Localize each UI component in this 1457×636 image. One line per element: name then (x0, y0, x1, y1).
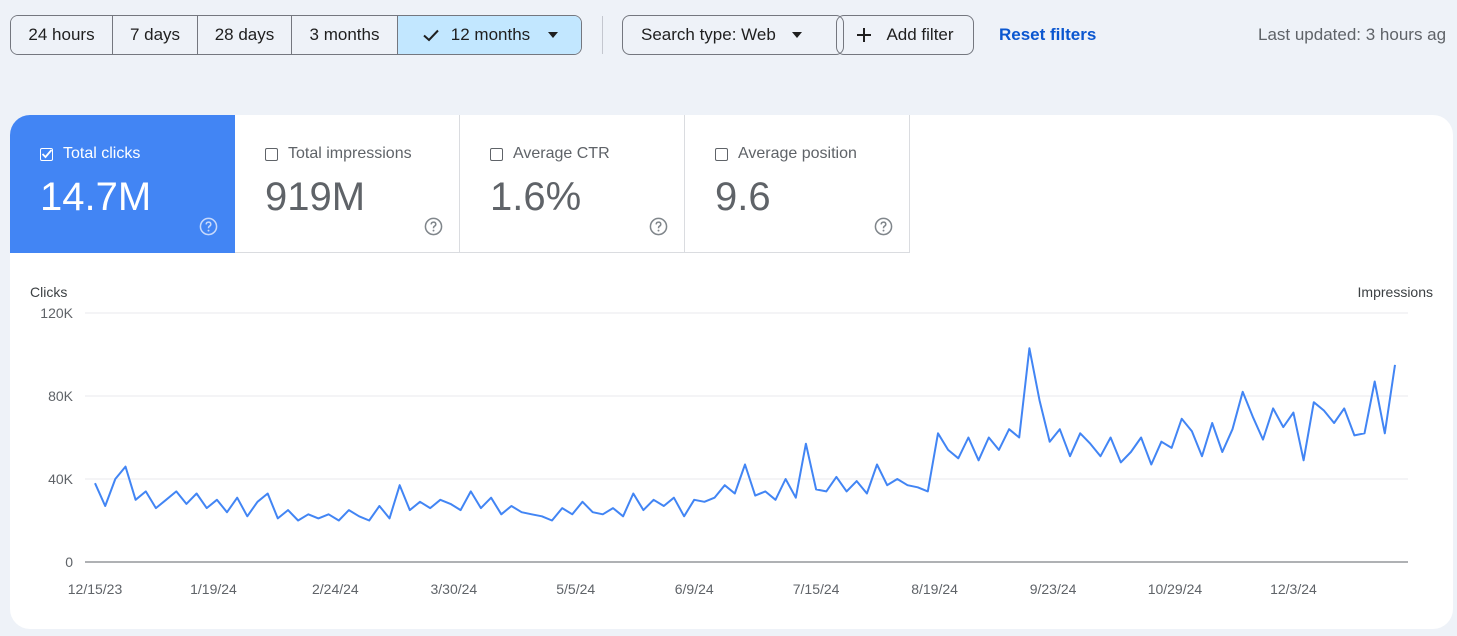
range-label: 12 months (450, 25, 531, 44)
metric-label: Average position (738, 145, 857, 162)
help-icon[interactable] (199, 217, 218, 236)
checkbox[interactable] (715, 148, 728, 161)
search-type-label: Search type: Web (641, 25, 776, 44)
clicks-series-line (94, 347, 1396, 522)
date-range-selector: 24 hours 7 days 28 days 3 months 12 mont… (10, 15, 582, 55)
filter-toolbar: 24 hours 7 days 28 days 3 months 12 mont… (10, 15, 1457, 55)
x-tick-label: 1/19/24 (190, 581, 237, 597)
checkbox[interactable] (490, 148, 503, 161)
toolbar-divider (602, 16, 603, 54)
x-tick-label: 2/24/24 (312, 581, 359, 597)
checkmark-icon (41, 149, 53, 159)
metric-value: 1.6% (490, 175, 582, 219)
search-type-dropdown[interactable]: Search type: Web (622, 15, 844, 55)
reset-filters-link[interactable]: Reset filters (999, 25, 1097, 44)
x-tick-label: 8/19/24 (911, 581, 958, 597)
metric-average-ctr[interactable]: Average CTR 1.6% (460, 115, 685, 253)
help-icon[interactable] (874, 217, 893, 236)
metric-label: Total impressions (288, 145, 412, 162)
dropdown-arrow-icon (548, 32, 559, 38)
x-tick-label: 5/5/24 (556, 581, 595, 597)
checkbox[interactable] (40, 148, 53, 161)
range-24-hours-button[interactable]: 24 hours (11, 16, 113, 54)
y-tick-label: 80K (48, 388, 74, 404)
metric-value: 9.6 (715, 175, 771, 219)
x-tick-label: 12/3/24 (1270, 581, 1317, 597)
metric-value: 919M (265, 175, 366, 219)
help-icon[interactable] (424, 217, 443, 236)
plus-icon (857, 28, 872, 42)
performance-card: Total clicks 14.7M Total impressions 919… (10, 115, 1453, 629)
x-axis-ticks: 12/15/23 1/19/24 2/24/24 3/30/24 5/5/24 6/9/2… (68, 581, 1317, 597)
y-tick-label: 120K (40, 305, 73, 321)
metric-total-clicks[interactable]: Total clicks 14.7M (10, 115, 235, 253)
range-label: 3 months (309, 25, 380, 44)
last-updated-text: Last updated: 3 hours ag (1258, 25, 1447, 44)
y-axis-ticks: 0 40K 80K 120K (40, 305, 73, 570)
metric-average-position[interactable]: Average position 9.6 (685, 115, 910, 253)
x-tick-label: 10/29/24 (1148, 581, 1203, 597)
dropdown-arrow-icon (791, 32, 802, 38)
help-icon[interactable] (649, 217, 668, 236)
check-icon (423, 29, 439, 42)
x-tick-label: 6/9/24 (675, 581, 714, 597)
metric-tiles: Total clicks 14.7M Total impressions 919… (10, 115, 910, 253)
x-tick-label: 7/15/24 (793, 581, 840, 597)
x-tick-label: 3/30/24 (430, 581, 477, 597)
metric-value: 14.7M (40, 175, 152, 219)
add-filter-label: Add filter (886, 25, 954, 44)
add-filter-button[interactable]: Add filter (836, 15, 974, 55)
x-tick-label: 12/15/23 (68, 581, 123, 597)
range-label: 7 days (129, 25, 181, 44)
x-tick-label: 9/23/24 (1030, 581, 1077, 597)
checkbox[interactable] (265, 148, 278, 161)
y-tick-label: 40K (48, 471, 74, 487)
chart-grid (85, 312, 1408, 563)
metric-total-impressions[interactable]: Total impressions 919M (235, 115, 460, 253)
range-3-months-button[interactable]: 3 months (292, 16, 398, 54)
left-axis-label: Clicks (30, 284, 67, 300)
range-label: 28 days (214, 25, 275, 44)
right-axis-label: Impressions (1358, 284, 1433, 300)
range-12-months-button[interactable]: 12 months (398, 16, 581, 54)
range-7-days-button[interactable]: 7 days (113, 16, 198, 54)
metric-label: Total clicks (63, 145, 141, 162)
metric-label: Average CTR (513, 145, 610, 162)
range-label: 24 hours (28, 25, 95, 44)
range-28-days-button[interactable]: 28 days (198, 16, 292, 54)
y-tick-label: 0 (65, 554, 73, 570)
